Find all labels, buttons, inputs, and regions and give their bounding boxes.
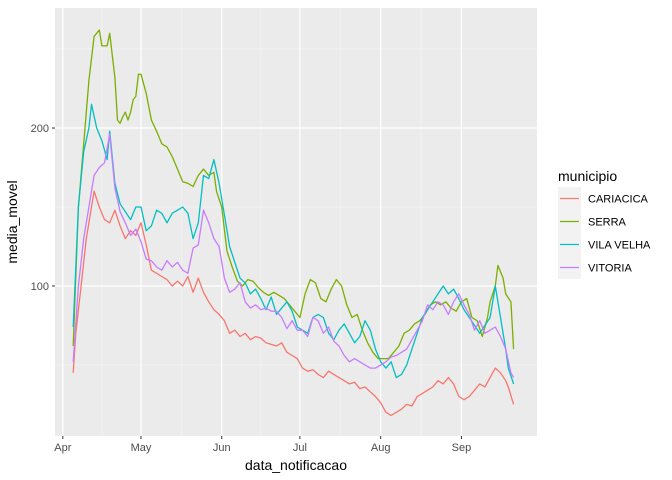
legend-label-serra: SERRA [588, 217, 627, 229]
series-line-cariacica [72, 190, 515, 417]
legend-label-vila-velha: VILA VELHA [588, 240, 651, 252]
legend-title: municipio [558, 168, 617, 184]
x-tick-label: Jun [213, 442, 231, 454]
series-lines [72, 29, 515, 417]
legend-label-cariacica: CARIACICA [588, 194, 649, 206]
x-tick-label: Apr [54, 442, 71, 454]
legend: municipio CARIACICA SERRA VILA VELHA VITORI… [558, 168, 651, 279]
x-axis: Apr May Jun Jul Aug Sep [54, 436, 471, 454]
y-tick-label: 200 [31, 123, 49, 135]
minor-gridlines [55, 8, 537, 436]
x-tick-label: May [131, 442, 152, 454]
major-gridlines [55, 8, 537, 436]
y-tick-label: 100 [31, 281, 49, 293]
x-tick-label: Jul [293, 442, 307, 454]
series-line-vila-velha [72, 103, 515, 385]
series-line-serra [72, 29, 515, 360]
series-line-vitoria [72, 133, 515, 378]
y-axis-title: media_movel [4, 180, 20, 263]
legend-label-vitoria: VITORIA [588, 263, 632, 275]
y-axis: 100 200 [31, 123, 55, 293]
x-tick-label: Aug [371, 442, 391, 454]
x-tick-label: Sep [452, 442, 472, 454]
plot-panel [55, 8, 537, 436]
x-axis-title: data_notificacao [245, 457, 347, 473]
